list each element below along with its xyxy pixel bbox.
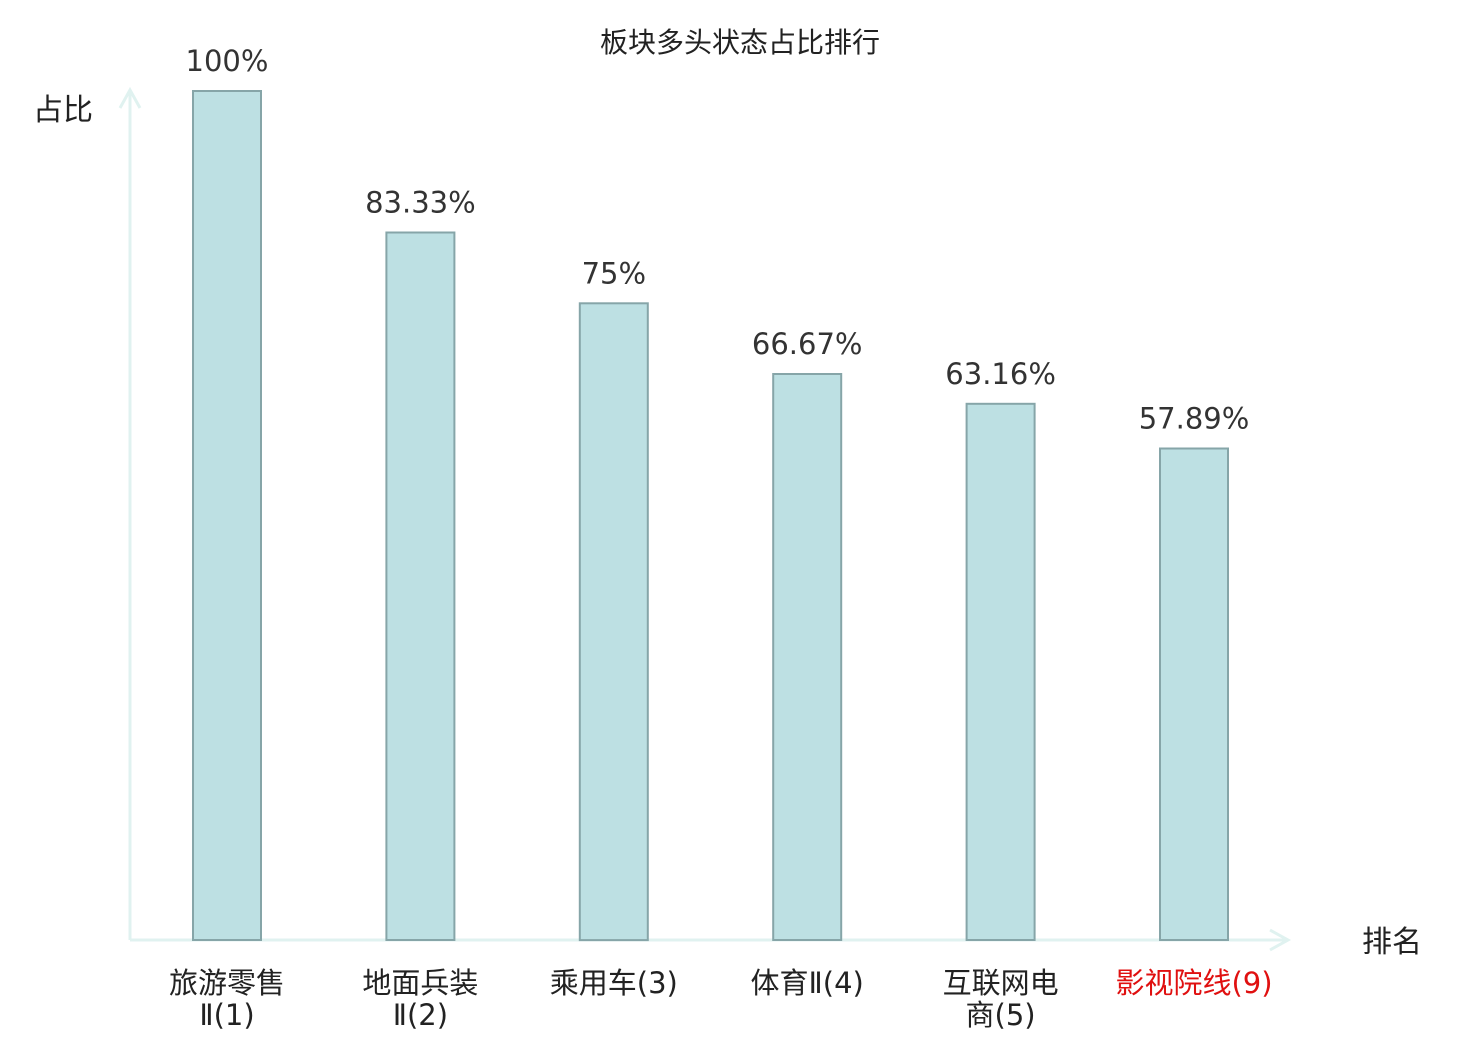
x-tick-label-line: 乘用车(3) bbox=[550, 966, 678, 1000]
bar-value-label: 75% bbox=[582, 256, 646, 290]
y-axis-arrow bbox=[118, 86, 142, 109]
x-tick-label: 互联网电商(5) bbox=[943, 966, 1059, 1032]
x-tick-label-line: 商(5) bbox=[966, 998, 1036, 1032]
x-tick-label-line: 地面兵装 bbox=[362, 966, 478, 1000]
x-tick-label: 旅游零售 Ⅱ(1) bbox=[169, 966, 285, 1032]
x-tick-label-line: 影视院线(9) bbox=[1115, 966, 1272, 1000]
chart-title: 板块多头状态占比排行 bbox=[600, 26, 880, 59]
category-labels-group: 旅游零售 Ⅱ(1) 地面兵装 Ⅱ(2) 乘用车(3) 体育Ⅱ(4) 互联网电商(5) 影视院线… bbox=[169, 966, 1273, 1032]
bar bbox=[772, 373, 843, 941]
x-tick-label-line: 体育Ⅱ(4) bbox=[751, 966, 864, 1000]
bar-value-label: 66.67% bbox=[752, 327, 863, 361]
x-tick-label: 体育Ⅱ(4) bbox=[751, 966, 864, 1000]
x-tick-label-line: Ⅱ(1) bbox=[199, 998, 254, 1032]
x-axis bbox=[130, 928, 1292, 952]
bar-value-label: 83.33% bbox=[365, 186, 476, 220]
bar bbox=[1159, 447, 1229, 941]
x-axis-label: 排名 bbox=[1362, 925, 1422, 960]
x-tick-label: 影视院线(9) bbox=[1115, 966, 1272, 1000]
x-tick-label-line: 互联网电 bbox=[943, 966, 1059, 1000]
x-tick-label-line: Ⅱ(2) bbox=[393, 998, 448, 1032]
x-tick-label: 地面兵装 Ⅱ(2) bbox=[362, 966, 478, 1032]
y-axis bbox=[118, 86, 142, 940]
x-tick-label: 乘用车(3) bbox=[550, 966, 678, 1000]
y-axis-label: 占比 bbox=[33, 93, 93, 128]
bar-value-label: 63.16% bbox=[945, 357, 1056, 391]
bar bbox=[192, 90, 262, 941]
bar bbox=[578, 302, 649, 942]
x-axis-arrow bbox=[1269, 928, 1292, 952]
bar bbox=[965, 402, 1036, 941]
bar-value-label: 100% bbox=[186, 44, 269, 78]
value-labels-group: 100% 83.33% 75% 66.67% 63.16% 57.89% bbox=[186, 44, 1250, 436]
bar bbox=[385, 231, 456, 941]
bars-group bbox=[192, 90, 1229, 942]
x-tick-label-line: 旅游零售 bbox=[169, 966, 285, 1000]
bar-value-label: 57.89% bbox=[1139, 402, 1250, 436]
